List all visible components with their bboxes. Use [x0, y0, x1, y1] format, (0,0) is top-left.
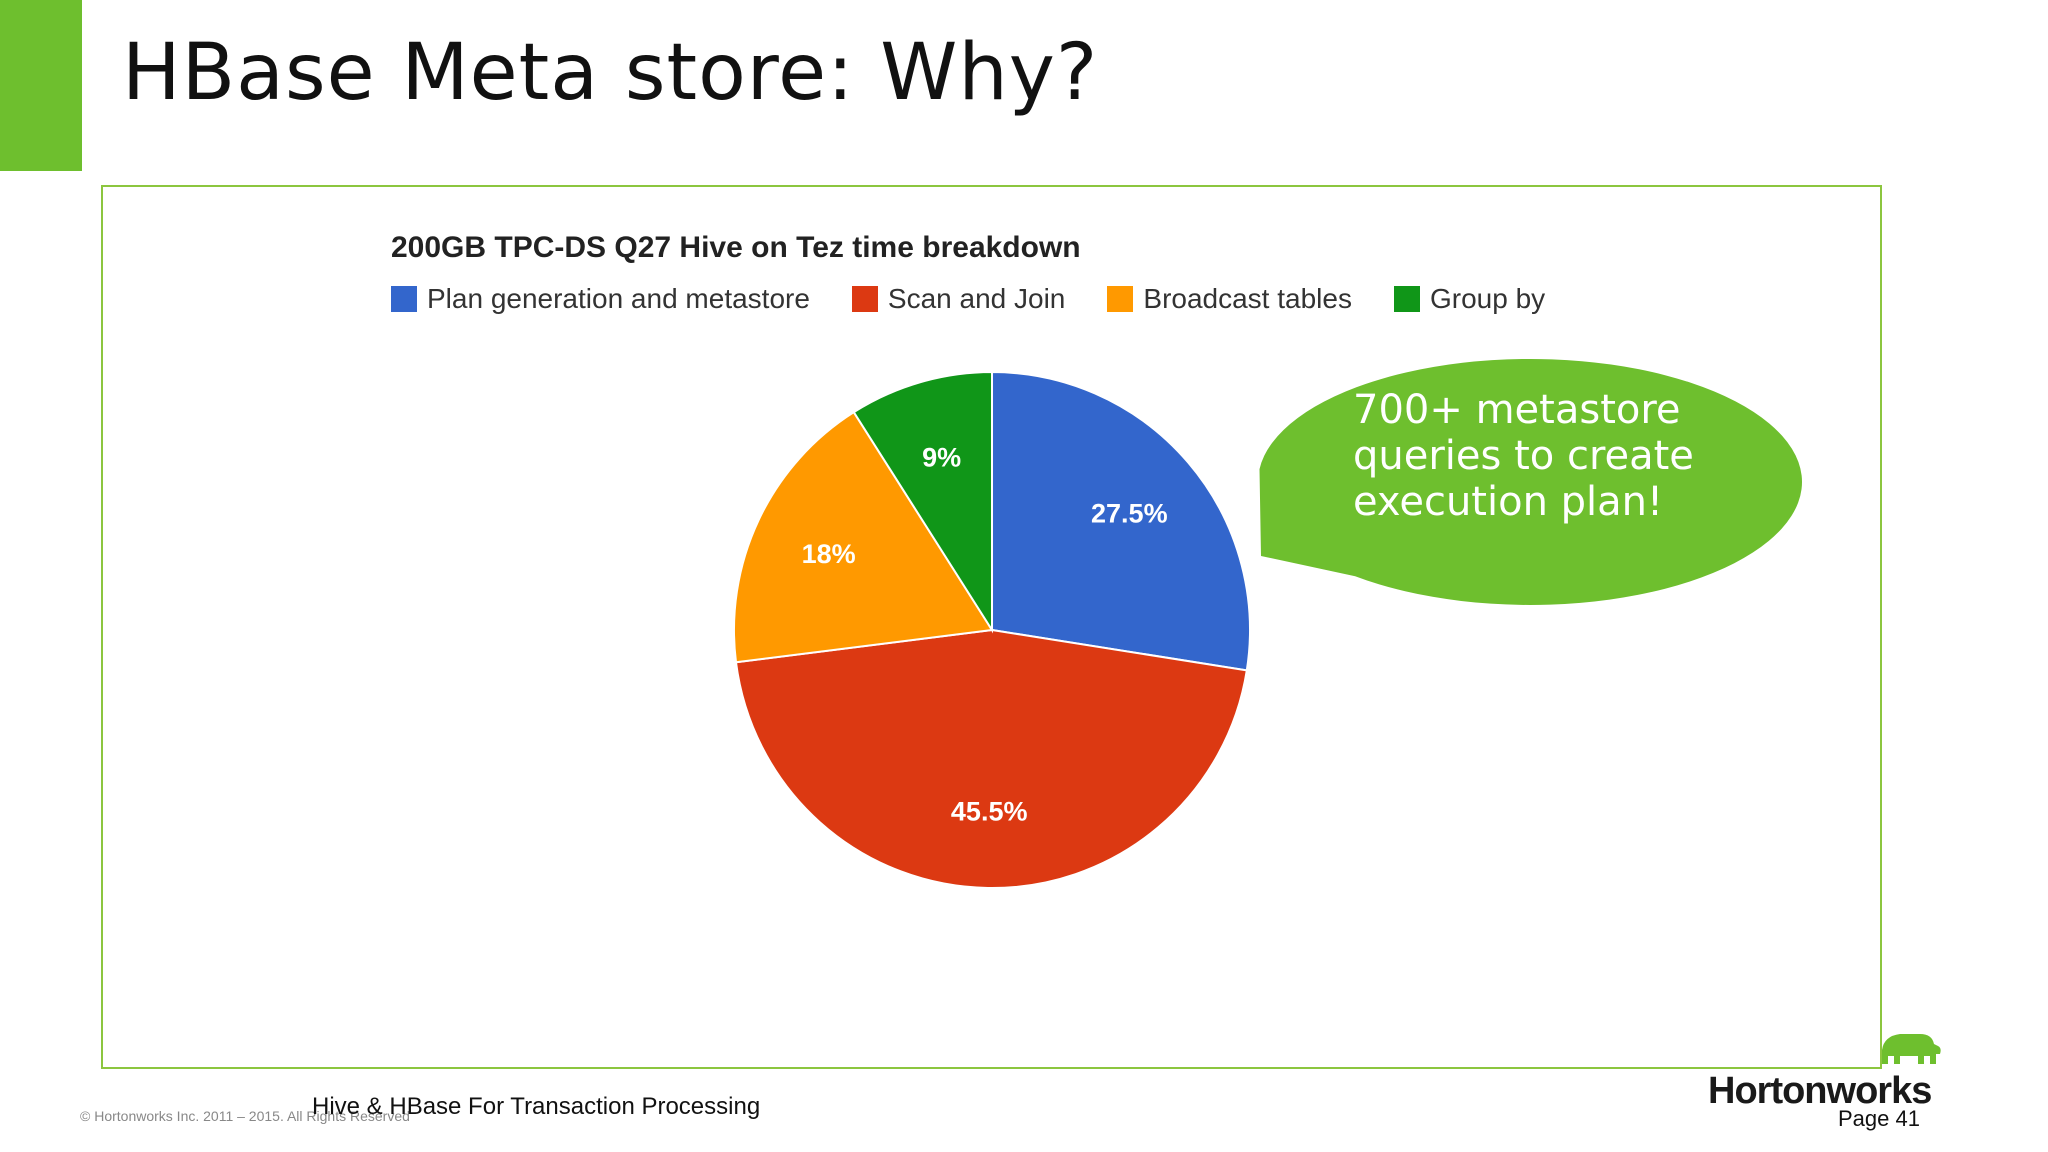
- slice-label: 18%: [802, 539, 856, 569]
- chart-frame: 200GB TPC-DS Q27 Hive on Tez time breakd…: [101, 185, 1882, 1069]
- footer-copyright: © Hortonworks Inc. 2011 – 2015. All Righ…: [80, 1108, 410, 1124]
- slice-label: 9%: [922, 443, 961, 473]
- legend-swatch: [1393, 286, 1420, 312]
- legend-item: Plan generation and metastore: [391, 283, 810, 315]
- hortonworks-logo: Hortonworks: [1708, 1018, 1948, 1118]
- accent-bar: [0, 0, 82, 171]
- legend-swatch: [851, 286, 878, 312]
- legend-label: Group by: [1429, 283, 1546, 314]
- footer-subtitle: Hive & HBase For Transaction Processing: [312, 1093, 761, 1120]
- callout-line: queries to create: [1353, 433, 1694, 479]
- pie-slice: [852, 370, 993, 634]
- legend-label: Scan and Join: [887, 283, 1066, 314]
- legend-swatch: [391, 286, 417, 312]
- pie-labels: 27.5% 45.5% 18% 9%: [802, 443, 1168, 827]
- callout-line: execution plan!: [1353, 479, 1664, 525]
- callout-line: 700+ metastore: [1353, 387, 1681, 433]
- speech-bubble: [1259, 358, 1803, 605]
- elephant-icon: [1882, 1034, 1941, 1064]
- legend-swatch: [1107, 286, 1134, 312]
- pie-slices: [733, 370, 1251, 890]
- pie-slice: [733, 410, 994, 664]
- callout-text: 700+ metastore queries to create executi…: [1353, 387, 1694, 525]
- chart-title: 200GB TPC-DS Q27 Hive on Tez time breakd…: [391, 231, 1081, 264]
- slide-title: HBase Meta store: Why?: [122, 28, 1099, 118]
- chart-legend: Plan generation and metastore Scan and J…: [391, 283, 1545, 315]
- pie-slice: [734, 628, 1248, 890]
- slice-label: 45.5%: [951, 797, 1028, 827]
- legend-label: Broadcast tables: [1143, 283, 1352, 314]
- brand-name: Hortonworks: [1708, 1070, 1932, 1112]
- page-number: Page 41: [1838, 1106, 1920, 1131]
- legend-item: Scan and Join: [851, 283, 1066, 315]
- slice-label: 27.5%: [1091, 499, 1168, 529]
- pie-chart: 27.5% 45.5% 18% 9%: [733, 358, 1803, 890]
- legend-item: Group by: [1393, 283, 1546, 315]
- pie-slice: [991, 370, 1251, 672]
- legend-item: Broadcast tables: [1107, 283, 1352, 315]
- legend-label: Plan generation and metastore: [427, 283, 810, 314]
